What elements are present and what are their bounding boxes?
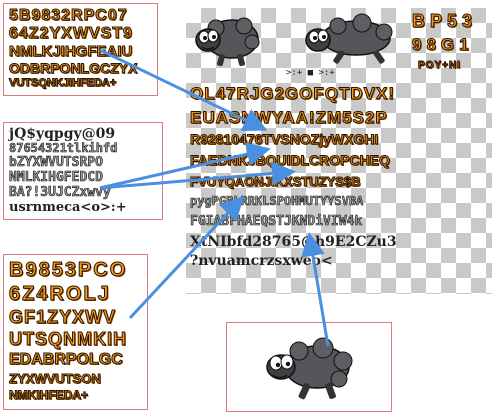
font-line: jQ$yqpgy@09 xyxy=(9,126,116,142)
font-line: VUTSQNKJIHFEDA+ xyxy=(9,77,117,89)
panel-sheep-sprite xyxy=(226,322,392,412)
font-line: 5B9832RPC07 xyxy=(9,7,128,24)
symbol-strip: >:+ ■ >:+ xyxy=(286,68,335,78)
font-line: NMLKJIHGFEAIU xyxy=(9,43,133,60)
font-line: usrnmeca<o>:+ xyxy=(9,200,127,215)
panel-orange-font-b: B9853PCO 6Z4ROLJ GF1ZYXWV UTSQNMKIH EDAB… xyxy=(3,254,148,410)
sheet-row: EUASNWYAA!ZM5S2P xyxy=(190,108,388,127)
font-line: BA?!3UJCZxwvy xyxy=(9,185,111,200)
font-line: NMLKIHGFEDCD xyxy=(9,170,104,185)
font-line: 87654321tlkihfd xyxy=(9,141,118,155)
sheet-row: XtNIbfd28765@h9E2CZu3 xyxy=(190,234,397,250)
panel-gray-font: jQ$yqpgy@09 87654321tlkihfd bZYXWVUTSRPO… xyxy=(3,122,163,220)
font-line: GF1ZYXWV xyxy=(9,307,117,327)
font-line: 64Z2YXWVST9 xyxy=(9,25,133,42)
sheet-row: FAEDNKJBQUIDLCROPCHEQ xyxy=(190,152,391,168)
font-line: 6Z4ROLJ xyxy=(9,283,111,305)
font-line: EDABRPOLGC xyxy=(9,351,124,368)
font-line: B9853PCO xyxy=(9,259,128,281)
sheep-sprite-1 xyxy=(195,17,260,67)
font-line: UTSQNMKIH xyxy=(9,329,127,349)
sheep-sprite-large xyxy=(266,337,353,400)
font-line: ODBRPONLGCZYX xyxy=(9,60,138,76)
panel-orange-font-a: 5B9832RPC07 64Z2YXWVST9 NMLKJIHGFEAIU OD… xyxy=(3,3,158,96)
font-line: NMKIHFEDA+ xyxy=(9,388,89,402)
font-line: ZYXWVUTSON xyxy=(9,371,102,386)
sheet-corner-line: 98G1 xyxy=(412,35,474,54)
font-line: bZYXWVUTSRPO xyxy=(9,155,104,170)
sheet-row: pygPGBLRRKLSPOHMUTYYSVBA xyxy=(190,194,364,208)
sheet-row: ?nvuamcrzsxweo< xyxy=(190,253,333,269)
sheet-row: OL47RJG2GOFQTDVX! xyxy=(190,84,395,103)
sheep-sprite-2 xyxy=(305,13,393,64)
sheet-row: FGIABFHAEQSTJKNDiVIW4k xyxy=(190,214,363,229)
sheet-corner-line: BP53 xyxy=(411,11,478,31)
sheet-corner-line: POY+NI xyxy=(418,60,461,71)
sprite-sheet: >:+ ■ >:+ BP53 98G1 POY+NI OL47RJG2GOFQT… xyxy=(186,8,492,294)
sheet-row: FVUYQAONJIKXSTUZYS$B xyxy=(189,174,361,189)
sheet-row: R92810476TVSNOZjyWXGHI xyxy=(189,131,379,147)
